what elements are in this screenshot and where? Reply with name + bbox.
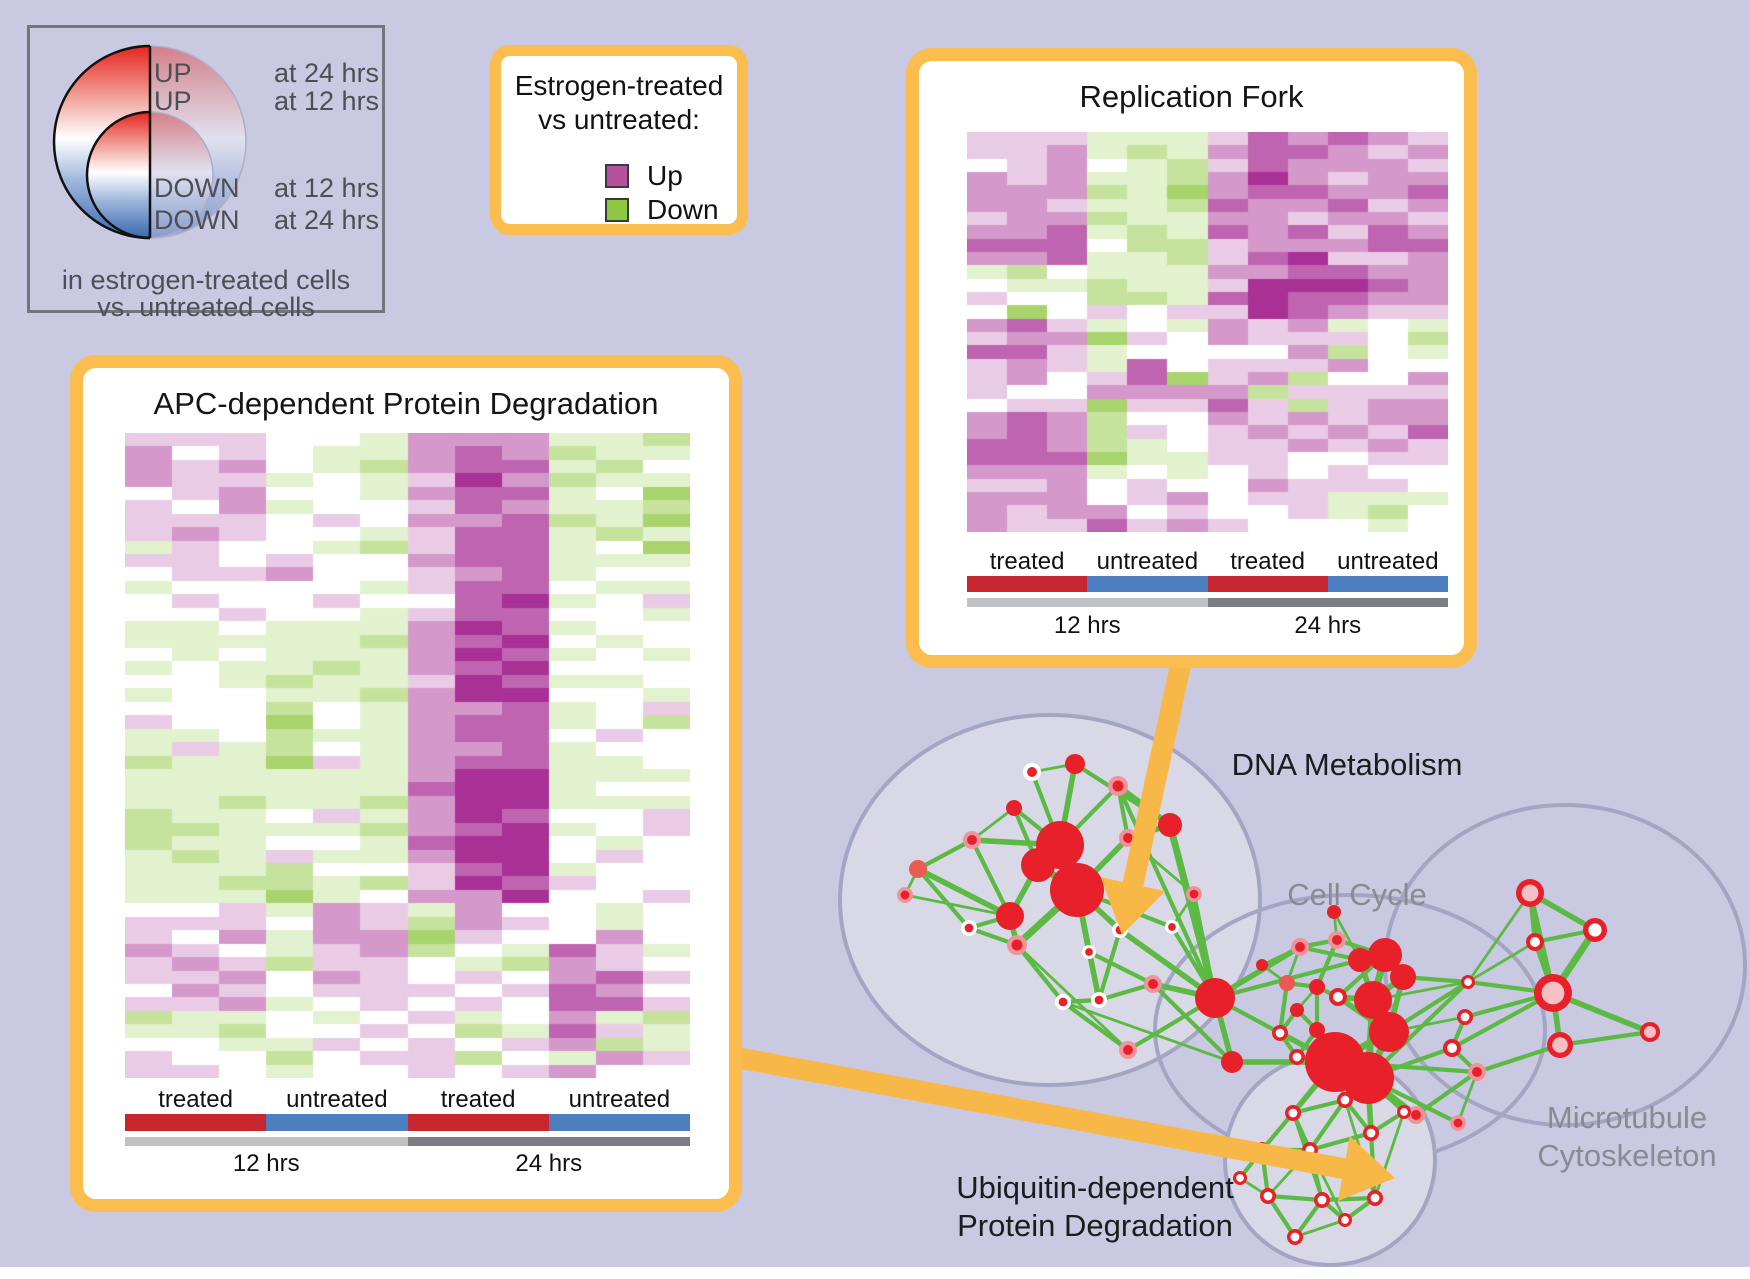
panel-apc: APC-dependent Protein Degradation treate… — [70, 355, 742, 1212]
up-12-time: at 12 hrs — [274, 86, 380, 116]
rf-group-labels: treated untreated treated untreated — [967, 548, 1448, 576]
apc-time-labels: 12 hrs 24 hrs — [125, 1150, 690, 1178]
rf-group-treated-12: treated — [989, 548, 1065, 575]
rf-group-untreated-24: untreated — [1337, 548, 1439, 575]
rf-time-labels: 12 hrs 24 hrs — [967, 612, 1448, 640]
apc-label-12hrs: 12 hrs — [232, 1150, 300, 1177]
rf-condition-bars — [967, 576, 1448, 592]
apc-condition-bars — [125, 1114, 690, 1131]
apc-bar-12hrs — [125, 1137, 408, 1146]
down-label: Down — [647, 194, 719, 225]
rf-label-12hrs: 12 hrs — [1053, 612, 1121, 639]
panel-replication-fork: Replication Fork treated untreated treat… — [906, 48, 1477, 668]
up-24-dir: UP — [154, 58, 192, 88]
up-label: Up — [647, 160, 683, 191]
apc-group-treated-12: treated — [158, 1086, 233, 1113]
apc-time-bars — [125, 1137, 690, 1146]
down-24-time: at 24 hrs — [274, 205, 380, 235]
rf-bar-untreated-24 — [1327, 576, 1448, 592]
down-12-time: at 12 hrs — [274, 173, 380, 203]
svg-text:DNA Metabolism: DNA Metabolism — [1232, 747, 1463, 782]
svg-text:Cell Cycle: Cell Cycle — [1287, 877, 1427, 912]
up-24-time: at 24 hrs — [274, 58, 380, 88]
down-swatch — [605, 198, 629, 222]
svg-text:Cytoskeleton: Cytoskeleton — [1537, 1138, 1716, 1173]
rf-group-untreated-12: untreated — [1096, 548, 1199, 575]
down-12-dir: DOWN — [154, 173, 240, 203]
scale-footer-line2: vs. untreated cells — [97, 292, 315, 322]
down-24-dir: DOWN — [154, 205, 240, 235]
rf-bar-24hrs — [1207, 598, 1448, 607]
up-swatch — [605, 164, 629, 188]
rf-bar-12hrs — [967, 598, 1208, 607]
apc-group-labels: treated untreated treated untreated — [125, 1086, 690, 1114]
updown-scale-rings — [52, 28, 382, 310]
apc-bar-treated-24 — [407, 1114, 549, 1131]
rf-time-bars — [967, 598, 1448, 607]
apc-group-untreated-12: untreated — [286, 1086, 388, 1113]
rf-bar-treated-24 — [1207, 576, 1328, 592]
estrogen-legend-title-line2: vs untreated: — [538, 104, 700, 135]
svg-text:Protein Degradation: Protein Degradation — [957, 1208, 1233, 1243]
svg-text:Ubiquitin-dependent: Ubiquitin-dependent — [956, 1170, 1234, 1205]
apc-bar-treated-12 — [125, 1114, 267, 1131]
apc-bar-untreated-24 — [548, 1114, 690, 1131]
scale-footer-line1: in estrogen-treated cells — [61, 265, 351, 295]
updown-scale-legend: UP at 24 hrs UP at 12 hrs DOWN at 12 hrs… — [27, 25, 385, 322]
svg-text:Microtubule: Microtubule — [1547, 1100, 1707, 1135]
rf-bar-treated-12 — [967, 576, 1088, 592]
up-12-dir: UP — [154, 86, 192, 116]
apc-bar-24hrs — [407, 1137, 690, 1146]
estrogen-legend-title-line1: Estrogen-treated — [514, 70, 724, 101]
panel-apc-title: APC-dependent Protein Degradation — [153, 386, 659, 421]
apc-group-treated-24: treated — [440, 1086, 516, 1113]
estrogen-legend: Estrogen-treated vs untreated: Up Down — [490, 45, 748, 235]
apc-bar-untreated-12 — [266, 1114, 408, 1131]
panel-rf-title: Replication Fork — [1079, 79, 1304, 114]
apc-label-24hrs: 24 hrs — [515, 1150, 583, 1177]
apc-heatmap — [125, 433, 690, 1078]
apc-group-untreated-24: untreated — [568, 1086, 671, 1113]
rf-bar-untreated-12 — [1087, 576, 1208, 592]
rf-group-treated-24: treated — [1230, 548, 1305, 575]
rf-heatmap — [967, 132, 1448, 532]
rf-label-24hrs: 24 hrs — [1294, 612, 1362, 639]
